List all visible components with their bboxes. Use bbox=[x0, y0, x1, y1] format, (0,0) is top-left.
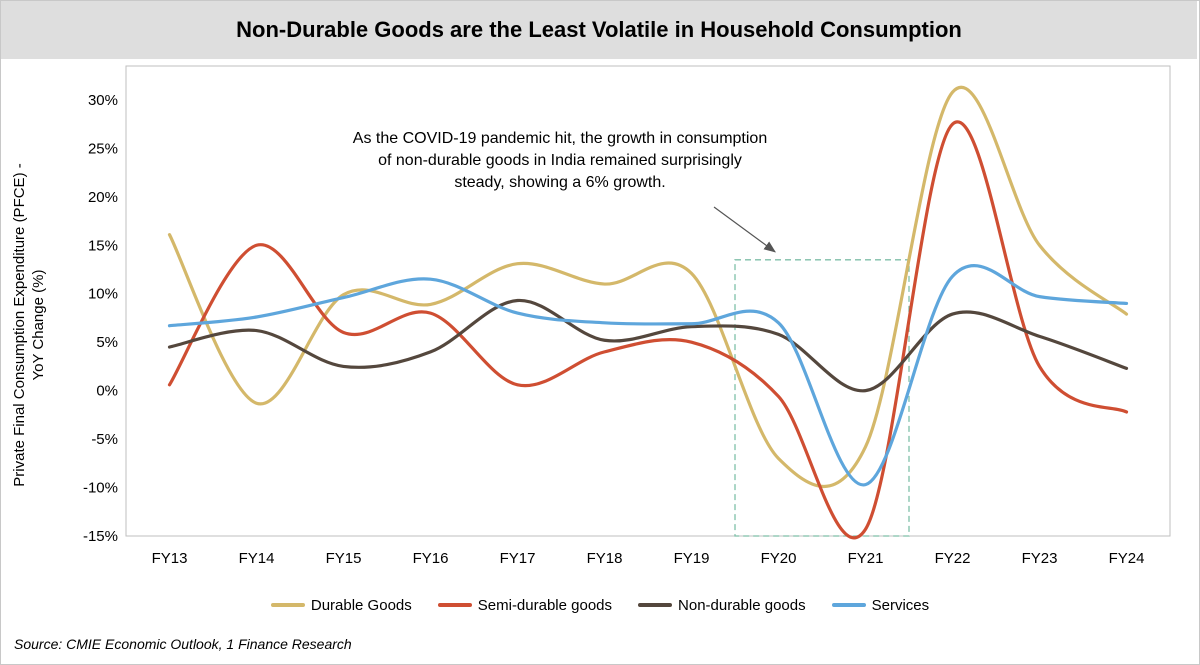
y-tick-label-5pct: 5% bbox=[96, 334, 118, 351]
series-line-durable bbox=[167, 85, 1129, 489]
x-tick-label-fy23: FY23 bbox=[1022, 550, 1058, 567]
y-tick-label-0pct: 0% bbox=[96, 383, 118, 400]
y-tick-label-25pct: 25% bbox=[88, 140, 118, 157]
x-tick-label-fy19: FY19 bbox=[674, 550, 710, 567]
chart-legend: Durable Goods Semi-durable goods Non-dur… bbox=[0, 594, 1200, 616]
source-note: Source: CMIE Economic Outlook, 1 Finance… bbox=[14, 636, 352, 652]
plot-area bbox=[125, 65, 1171, 537]
x-tick-label-fy24: FY24 bbox=[1109, 550, 1145, 567]
y-tick-label-neg15pct: -15% bbox=[83, 528, 118, 545]
legend-swatch-non-durable bbox=[638, 603, 673, 607]
x-tick-label-fy13: FY13 bbox=[152, 550, 188, 567]
legend-label-durable: Durable Goods bbox=[310, 596, 412, 614]
x-tick-label-fy15: FY15 bbox=[326, 550, 362, 567]
x-tick-label-fy22: FY22 bbox=[935, 550, 971, 567]
legend-label-non-durable: Non-durable goods bbox=[678, 596, 806, 614]
series-line-semi-durable bbox=[167, 120, 1129, 540]
y-tick-label-15pct: 15% bbox=[88, 237, 118, 254]
y-tick-label-20pct: 20% bbox=[88, 189, 118, 206]
chart-title: Non-Durable Goods are the Least Volatile… bbox=[1, 1, 1197, 59]
y-tick-label-30pct: 30% bbox=[88, 92, 118, 109]
x-tick-label-fy16: FY16 bbox=[413, 550, 449, 567]
series-line-non-durable bbox=[167, 298, 1129, 393]
y-tick-label-neg10pct: -10% bbox=[83, 480, 118, 497]
x-tick-label-fy18: FY18 bbox=[587, 550, 623, 567]
legend-label-services: Services bbox=[871, 596, 930, 614]
y-tick-label-neg5pct: -5% bbox=[91, 431, 118, 448]
covid-annotation: As the COVID-19 pandemic hit, the growth… bbox=[290, 128, 830, 194]
annotation-line-3: steady, showing a 6% growth. bbox=[454, 174, 666, 191]
x-tick-label-fy17: FY17 bbox=[500, 550, 536, 567]
x-tick-label-fy21: FY21 bbox=[848, 550, 884, 567]
legend-label-semi-durable: Semi-durable goods bbox=[477, 596, 613, 614]
covid-highlight-box bbox=[734, 259, 910, 537]
annotation-line-1: As the COVID-19 pandemic hit, the growth… bbox=[352, 130, 768, 147]
legend-item-semi-durable: Semi-durable goods bbox=[437, 596, 613, 614]
legend-item-durable: Durable Goods bbox=[270, 596, 412, 614]
x-tick-label-fy14: FY14 bbox=[239, 550, 275, 567]
legend-swatch-services bbox=[831, 603, 866, 607]
legend-swatch-durable bbox=[270, 603, 305, 607]
y-tick-label-10pct: 10% bbox=[88, 286, 118, 303]
annotation-line-2: of non-durable goods in India remained s… bbox=[378, 152, 742, 169]
annotation-arrow bbox=[713, 206, 776, 253]
legend-item-non-durable: Non-durable goods bbox=[638, 597, 806, 614]
legend-item-services: Services bbox=[831, 596, 930, 614]
x-tick-label-fy20: FY20 bbox=[761, 550, 797, 567]
legend-swatch-semi-durable bbox=[437, 603, 472, 607]
series-line-services bbox=[167, 264, 1129, 487]
